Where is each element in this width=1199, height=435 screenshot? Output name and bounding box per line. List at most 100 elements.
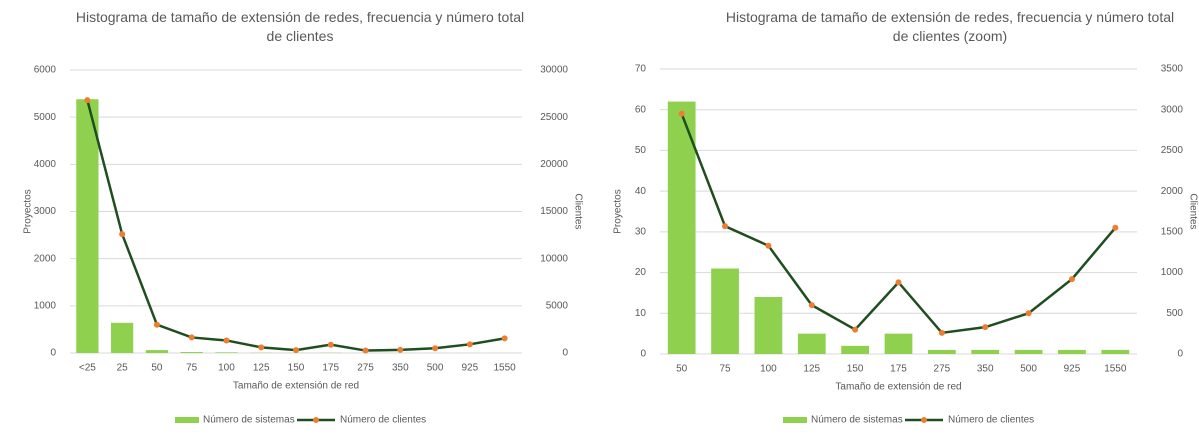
y2-axis-label: Clientes <box>1187 193 1198 229</box>
line <box>680 113 1117 335</box>
x-tick-label: 125 <box>253 363 270 374</box>
legend-label: Número de sistemas <box>203 415 295 426</box>
line-marker <box>293 347 299 354</box>
x-tick-label: 175 <box>890 364 907 375</box>
x-tick-label: 350 <box>392 363 409 374</box>
bar <box>971 349 1000 354</box>
y-axis-label: Proyectos <box>23 189 34 233</box>
x-tick-label: <25 <box>79 363 96 374</box>
y-tick-label: 0 <box>50 348 56 359</box>
x-tick-label: 1550 <box>1104 364 1127 375</box>
y2-tick-label: 1500 <box>1161 226 1184 237</box>
y-tick-label: 6000 <box>34 65 57 76</box>
x-tick-label: 925 <box>462 363 479 374</box>
legend-label: Número de sistemas <box>811 415 903 426</box>
y-axis-label: Proyectos <box>613 189 624 233</box>
y-tick-label: 5000 <box>34 112 57 123</box>
bar <box>797 333 826 354</box>
y-tick-label: 50 <box>635 145 647 156</box>
line-marker <box>765 242 772 249</box>
line-marker <box>188 334 195 341</box>
bar <box>1058 349 1086 354</box>
bar <box>145 350 169 353</box>
line-marker <box>432 345 439 352</box>
line-marker <box>466 341 473 348</box>
y2-tick-label: 500 <box>1166 308 1183 319</box>
x-tick-label: 100 <box>218 363 235 374</box>
x-tick-label: 100 <box>760 364 777 375</box>
x-tick-label: 1550 <box>493 363 516 374</box>
line-marker <box>327 341 334 348</box>
bar <box>711 268 739 354</box>
y2-tick-label: 20000 <box>540 159 568 170</box>
y2-tick-label: 1000 <box>1161 267 1184 278</box>
x-tick-label: 150 <box>847 364 864 375</box>
chart-title-box: Histograma de tamaño de extensión de red… <box>726 9 1174 44</box>
x-axis-label: Tamaño de extensión de red <box>835 382 961 393</box>
y-tick-label: 4000 <box>34 159 57 170</box>
chart-title-box: Histograma de tamaño de extensión de red… <box>75 9 525 44</box>
x-tick-label: 500 <box>427 363 444 374</box>
line-marker <box>895 279 902 286</box>
line-marker <box>1025 310 1032 317</box>
x-tick-label: 275 <box>357 363 374 374</box>
y-tick-label: 10 <box>635 308 647 319</box>
y-tick-label: 70 <box>635 64 647 75</box>
y-tick-label: 2000 <box>34 253 57 264</box>
line-marker <box>153 321 160 328</box>
x-tick-label: 125 <box>803 364 820 375</box>
x-tick-label: 500 <box>1020 364 1037 375</box>
y-tick-label: 20 <box>635 267 647 278</box>
y2-tick-label: 3000 <box>1161 104 1184 115</box>
y2-tick-label: 30000 <box>540 65 568 76</box>
line <box>86 99 505 352</box>
line-marker <box>397 346 404 353</box>
legend-label: Número de clientes <box>948 415 1034 426</box>
y2-tick-label: 0 <box>562 348 568 359</box>
legend-marker <box>313 417 319 423</box>
y-tick-label: 1000 <box>34 300 57 311</box>
y2-tick-label: 10000 <box>540 253 568 264</box>
y-tick-label: 60 <box>635 104 647 115</box>
y2-tick-label: 15000 <box>540 206 568 217</box>
line-marker <box>1112 224 1119 231</box>
x-tick-label: 275 <box>934 364 951 375</box>
bar <box>1101 349 1130 354</box>
y-tick-label: 40 <box>635 186 647 197</box>
line-marker <box>808 302 815 309</box>
line-marker <box>1068 276 1075 283</box>
bar <box>667 101 696 354</box>
y2-tick-label: 5000 <box>546 300 569 311</box>
legend-label: Número de clientes <box>340 415 426 426</box>
x-tick-label: 150 <box>288 363 305 374</box>
legend-swatch <box>783 417 807 423</box>
line-marker <box>258 344 265 351</box>
x-tick-label: 75 <box>186 363 198 374</box>
legend-marker <box>921 417 927 423</box>
chart-title: Histograma de tamaño de extensión de red… <box>75 9 525 44</box>
bar <box>215 352 238 353</box>
bar <box>111 322 134 353</box>
x-tick-label: 50 <box>676 364 688 375</box>
y-tick-label: 30 <box>635 226 647 237</box>
line-marker <box>722 223 729 230</box>
line-marker <box>501 335 508 342</box>
bar <box>927 349 956 354</box>
line-marker <box>84 97 91 104</box>
line-marker <box>119 231 126 238</box>
x-tick-label: 350 <box>977 364 994 375</box>
bar <box>1014 349 1043 354</box>
line-marker <box>678 110 685 117</box>
bar <box>884 333 913 354</box>
x-tick-label: 25 <box>117 363 129 374</box>
x-tick-label: 50 <box>151 363 163 374</box>
y2-tick-label: 0 <box>1177 349 1183 360</box>
y2-tick-label: 3500 <box>1161 64 1184 75</box>
x-tick-label: 925 <box>1064 364 1081 375</box>
x-tick-label: 75 <box>719 364 731 375</box>
x-tick-label: 175 <box>322 363 339 374</box>
bar <box>754 297 783 354</box>
bar <box>76 99 99 353</box>
